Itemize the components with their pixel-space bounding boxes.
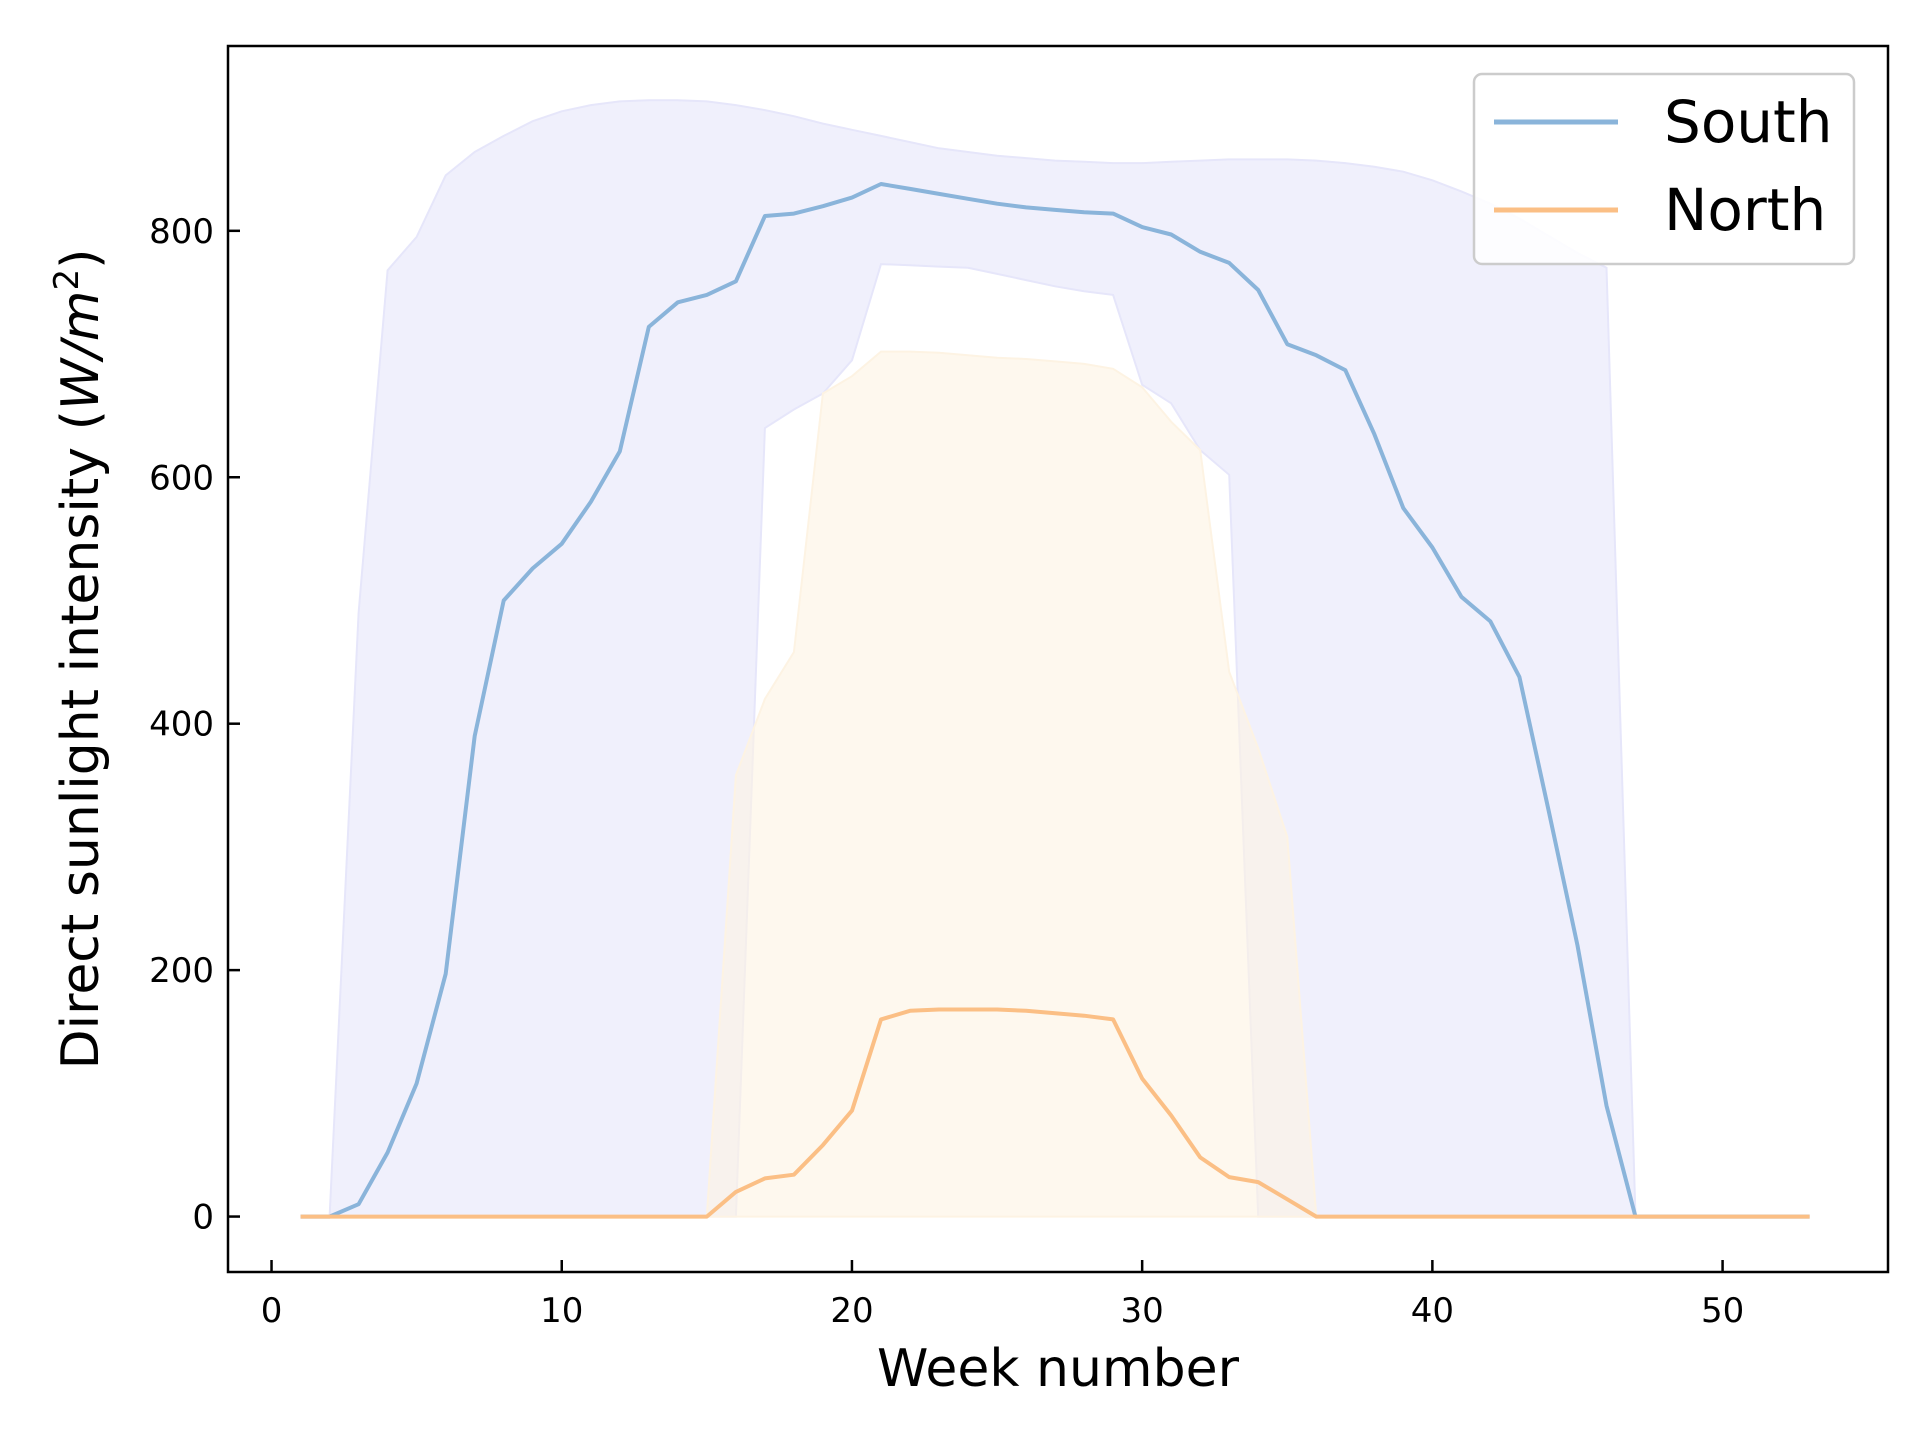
north-band	[300, 350, 1810, 1218]
x-tick-label: 50	[1701, 1291, 1744, 1331]
south-band	[300, 99, 1810, 1218]
legend: South North	[1472, 72, 1856, 266]
y-axis-ticks: 0 200 400 600 800	[149, 212, 240, 1238]
x-axis-label: Week number	[877, 1339, 1240, 1399]
x-tick-label: 30	[1121, 1291, 1164, 1331]
y-tick-label: 400	[149, 705, 214, 745]
y-axis-label-close: )	[51, 249, 111, 269]
x-tick-label: 10	[540, 1291, 583, 1331]
plot-frame	[226, 44, 1890, 1274]
y-tick-label: 800	[149, 212, 214, 252]
y-tick-label: 0	[192, 1198, 214, 1238]
x-tick-label: 20	[830, 1291, 873, 1331]
y-axis-label-sup: 2	[47, 269, 87, 291]
y-axis-label-unit: W/m	[51, 291, 111, 411]
south-line	[300, 182, 1810, 1219]
confidence-bands	[300, 99, 1810, 1218]
y-tick-label: 200	[149, 951, 214, 991]
x-tick-label: 40	[1411, 1291, 1454, 1331]
y-tick-label: 600	[149, 458, 214, 498]
x-tick-label: 0	[261, 1291, 283, 1331]
y-axis-label: Direct sunlight intensity (W/m2)	[47, 249, 111, 1070]
y-axis-label-main: Direct sunlight intensity (	[51, 410, 111, 1069]
legend-label-north: North	[1664, 176, 1826, 244]
series-lines	[300, 182, 1810, 1219]
x-axis-ticks: 0 10 20 30 40 50	[261, 1260, 1744, 1331]
north-line	[300, 1007, 1810, 1219]
legend-label-south: South	[1664, 88, 1833, 156]
